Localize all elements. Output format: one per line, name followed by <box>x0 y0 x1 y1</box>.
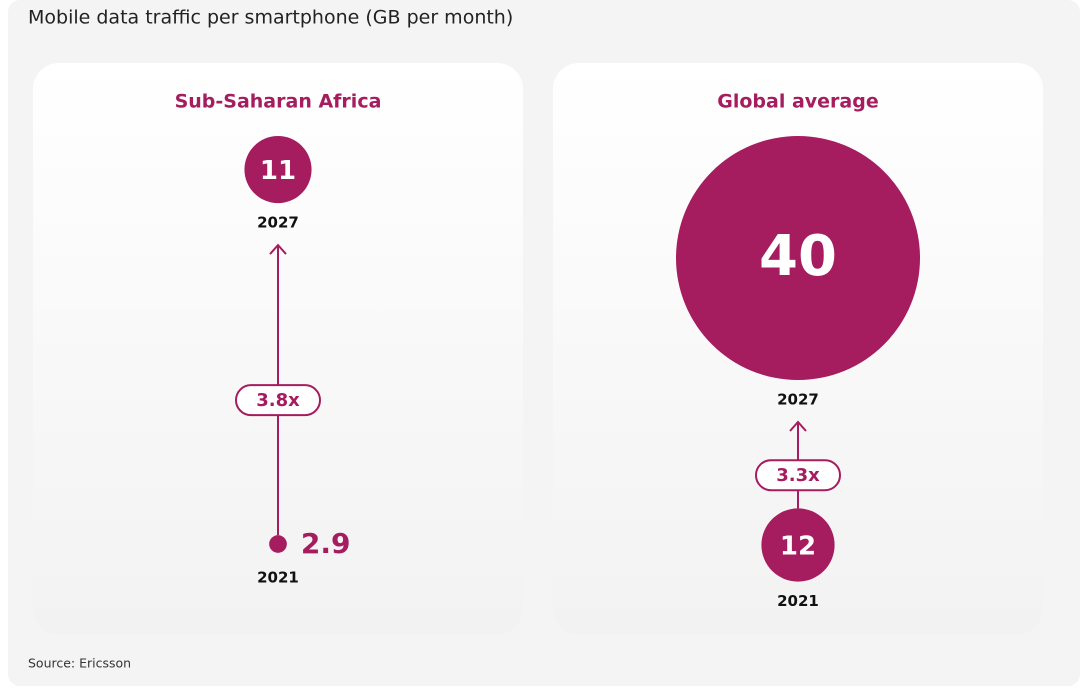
arrow-head <box>789 420 807 432</box>
growth-pill <box>235 384 321 417</box>
end-year: 2027 <box>257 214 299 232</box>
start-year: 2021 <box>777 592 819 610</box>
end-value: 40 <box>759 224 837 289</box>
panel-title: Sub-Saharan Africa <box>175 91 382 113</box>
panel-title: Global average <box>717 91 878 113</box>
source: Source: Ericsson <box>28 656 131 671</box>
start-bubble <box>269 535 287 553</box>
start-value: 2.9 <box>301 527 351 560</box>
start-bubble <box>761 508 835 582</box>
end-year: 2027 <box>777 391 819 409</box>
growth-label: 3.3x <box>776 465 820 486</box>
growth-pill <box>755 459 841 492</box>
arrow-head <box>269 243 287 255</box>
start-value: 12 <box>780 532 816 562</box>
end-bubble <box>676 136 920 380</box>
end-value: 11 <box>260 156 296 186</box>
start-year: 2021 <box>257 569 299 587</box>
title: Mobile data traffic per smartphone (GB p… <box>28 7 513 29</box>
end-bubble <box>244 136 312 204</box>
growth-label: 3.8x <box>256 390 300 411</box>
